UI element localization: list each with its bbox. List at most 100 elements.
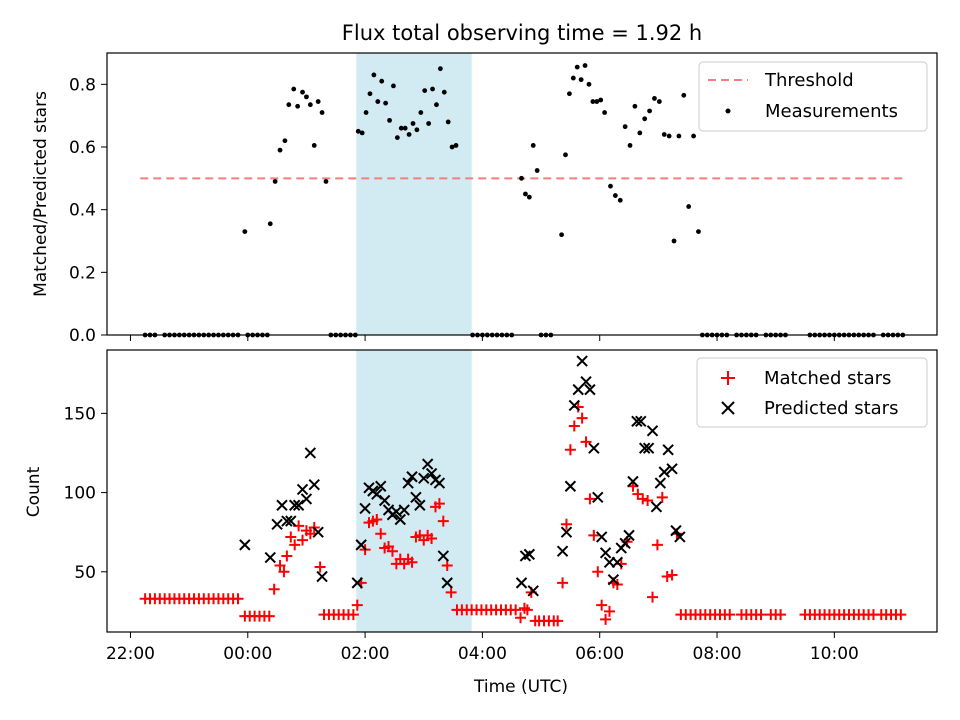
predicted-star-point bbox=[394, 513, 406, 526]
measurement-point bbox=[602, 110, 608, 115]
measurement-point bbox=[410, 121, 416, 126]
top-y-ticks: 0.0 0.2 0.4 0.6 0.8 bbox=[69, 75, 107, 346]
measurement-point bbox=[295, 103, 301, 109]
top-x-ticks bbox=[129, 335, 835, 341]
matched-star-point bbox=[615, 558, 627, 570]
predicted-star-point bbox=[568, 399, 581, 412]
measurement-point bbox=[652, 96, 657, 101]
measurement-point bbox=[578, 77, 584, 83]
matched-star-point bbox=[347, 609, 359, 621]
bottom-panel: 50 100 150 22:00 00:00 02:00 04:00 06:00 08:00 1… bbox=[24, 349, 938, 697]
predicted-star-point bbox=[560, 526, 573, 538]
matched-star-point bbox=[642, 495, 654, 507]
measurement-point bbox=[661, 132, 667, 137]
measurement-point bbox=[574, 64, 580, 70]
legend-matched-label: Matched stars bbox=[764, 368, 891, 389]
predicted-star-point bbox=[654, 477, 667, 489]
matched-star-point bbox=[386, 545, 398, 557]
matched-star-point bbox=[637, 493, 649, 505]
x-tick-label: 04:00 bbox=[458, 644, 507, 664]
bottom-legend-box bbox=[696, 357, 928, 428]
predicted-star-point bbox=[359, 502, 371, 515]
x-tick-label: 22:00 bbox=[106, 644, 155, 664]
measurement-point bbox=[418, 110, 424, 115]
top-legend-box bbox=[698, 61, 928, 132]
top-y-axis-label: Matched/Predicted stars bbox=[31, 91, 51, 297]
matched-star-point bbox=[724, 609, 736, 621]
predicted-star-point bbox=[564, 480, 577, 492]
matched-star-point bbox=[515, 612, 527, 624]
y-tick-label: 0.4 bbox=[69, 201, 96, 221]
predicted-star-point bbox=[433, 477, 446, 489]
predicted-star-point bbox=[631, 415, 643, 427]
predicted-star-point bbox=[421, 458, 434, 470]
matched-star-point bbox=[441, 559, 453, 571]
measurement-point bbox=[394, 135, 400, 141]
matched-star-point bbox=[632, 488, 644, 500]
predicted-star-point bbox=[623, 529, 635, 542]
x-tick-label: 02:00 bbox=[341, 644, 390, 664]
matched-star-point bbox=[304, 528, 316, 540]
measurement-point bbox=[594, 99, 600, 104]
predicted-star-point bbox=[642, 442, 655, 454]
measurement-point bbox=[656, 99, 662, 104]
y-tick-label: 0.0 bbox=[69, 326, 96, 346]
predicted-star-point bbox=[638, 442, 651, 454]
predicted-star-point bbox=[418, 472, 430, 485]
predicted-star-point bbox=[592, 491, 604, 504]
matched-star-point bbox=[564, 444, 576, 456]
predicted-star-point bbox=[441, 577, 453, 589]
top-axes-frame bbox=[106, 52, 938, 336]
predicted-star-point bbox=[351, 577, 363, 589]
measurement-point bbox=[449, 144, 455, 150]
measurement-point bbox=[647, 108, 652, 114]
measurement-point bbox=[323, 179, 329, 184]
measurement-point bbox=[391, 83, 396, 89]
matched-star-point bbox=[406, 556, 418, 568]
measurement-point bbox=[598, 97, 604, 103]
top-panel: 0.00.20.40.60.8 Matched/Predicted stars … bbox=[31, 52, 938, 346]
predicted-star-point bbox=[271, 518, 283, 530]
matched-star-point bbox=[445, 586, 457, 598]
matched-star-point bbox=[552, 615, 564, 627]
y-tick-label: 0.8 bbox=[69, 75, 96, 95]
legend-matched-swatch bbox=[721, 371, 735, 385]
predicted-star-point bbox=[402, 477, 414, 489]
measurement-point bbox=[414, 127, 420, 133]
predicted-star-point bbox=[515, 577, 528, 589]
measurement-point bbox=[441, 89, 447, 95]
measurement-point bbox=[304, 94, 309, 100]
predicted-star-point bbox=[312, 526, 324, 538]
matched-star-point bbox=[351, 599, 363, 611]
measurement-point bbox=[367, 91, 373, 97]
x-tick-label: 10:00 bbox=[810, 644, 859, 664]
measurement-point bbox=[590, 99, 596, 104]
measurement-point bbox=[426, 121, 432, 126]
predicted-star-point bbox=[650, 501, 663, 513]
matched-star-point bbox=[576, 412, 588, 424]
matched-star-point bbox=[285, 531, 297, 543]
predicted-star-point bbox=[308, 478, 320, 491]
matched-star-point bbox=[375, 528, 387, 540]
matched-star-point bbox=[268, 583, 280, 595]
measurement-point bbox=[563, 152, 568, 158]
measurement-point bbox=[696, 229, 701, 235]
measurement-point bbox=[242, 229, 248, 235]
measurement-point bbox=[534, 168, 540, 173]
measurement-point bbox=[519, 175, 524, 181]
predicted-star-point bbox=[527, 585, 539, 597]
predicted-star-point bbox=[264, 551, 276, 564]
predicted-star-point bbox=[406, 471, 418, 483]
predicted-star-point bbox=[576, 355, 588, 367]
measurement-point bbox=[406, 132, 412, 137]
x-tick-label: 00:00 bbox=[223, 644, 272, 664]
measurement-point bbox=[291, 86, 297, 92]
measurement-point bbox=[627, 143, 633, 148]
predicted-star-point bbox=[288, 499, 301, 511]
measurement-point bbox=[608, 183, 613, 189]
predicted-star-point bbox=[276, 499, 288, 511]
predicted-star-point bbox=[410, 491, 422, 504]
measurement-point bbox=[686, 204, 692, 209]
predicted-star-point bbox=[584, 383, 596, 396]
measurement-point bbox=[637, 130, 643, 136]
